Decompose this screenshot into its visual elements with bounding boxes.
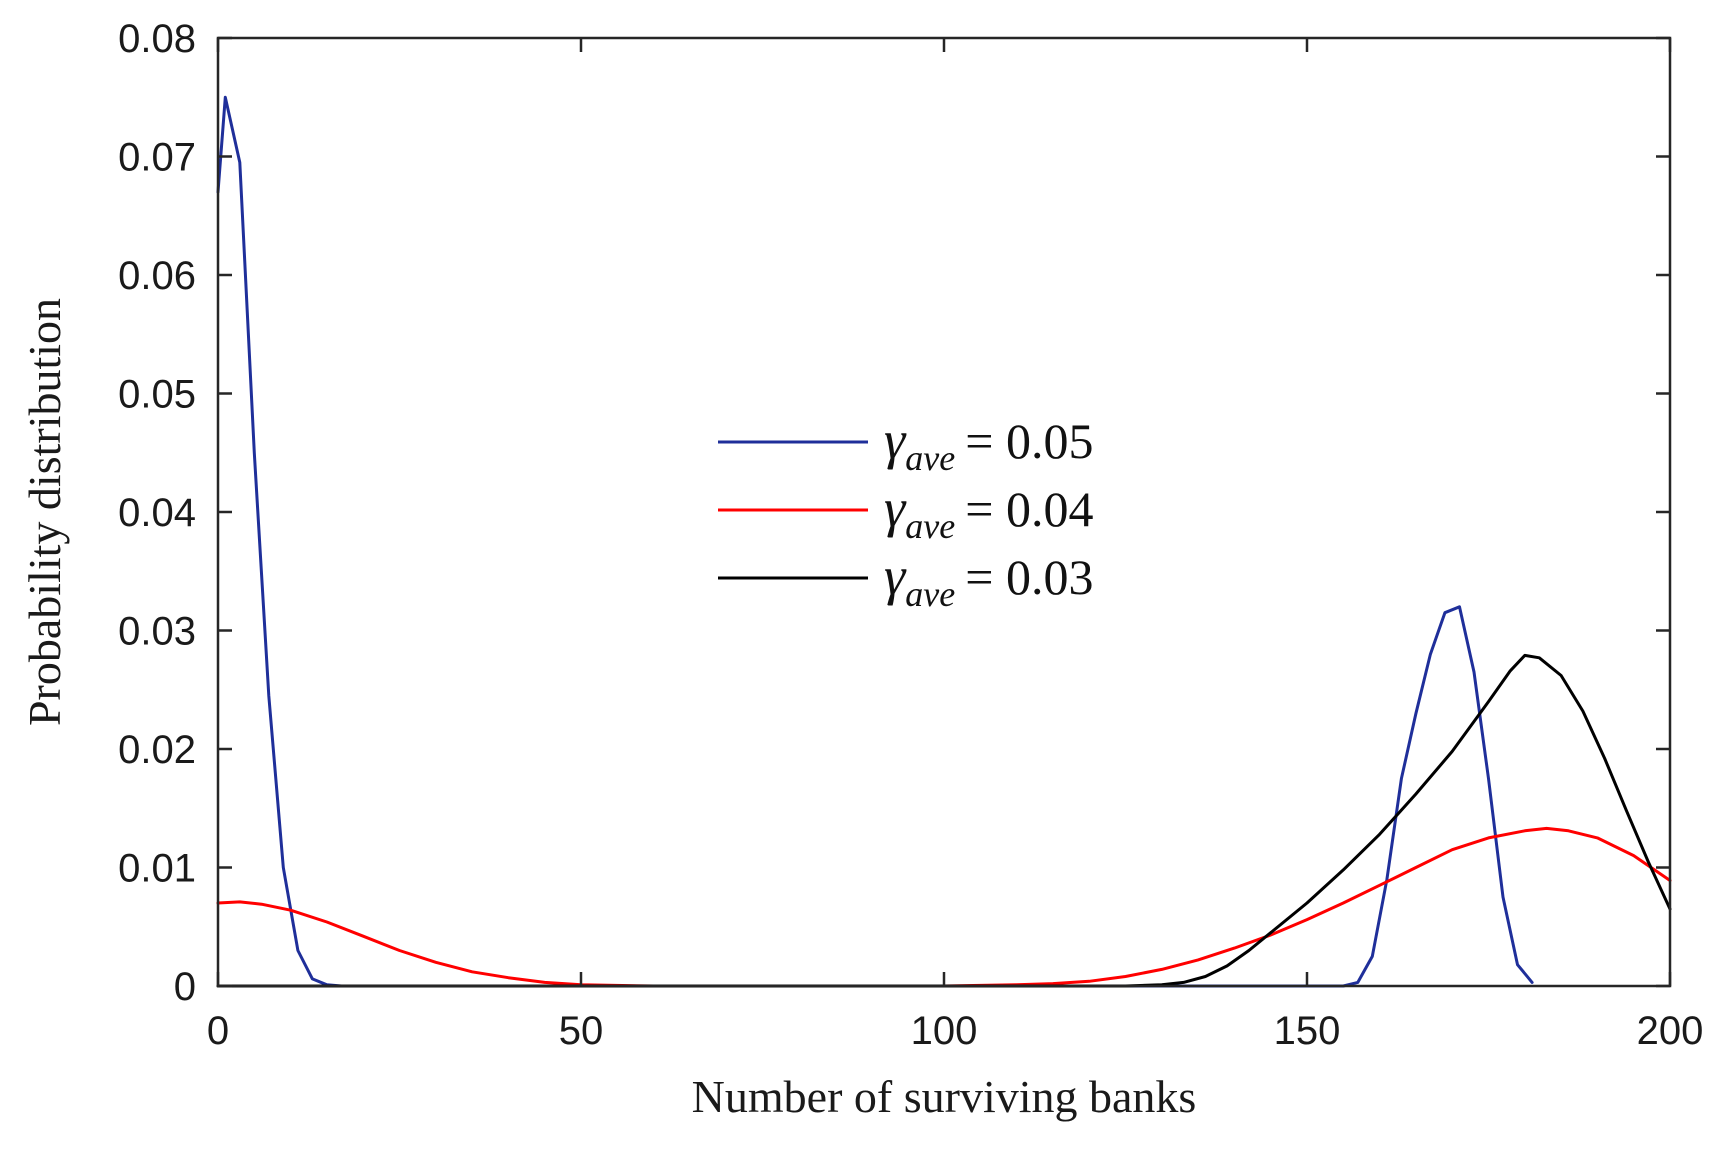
legend-label-0: γave = 0.05 <box>884 410 1093 478</box>
y-tick-label: 0.07 <box>118 136 196 180</box>
legend-subscript-1: ave <box>905 506 955 546</box>
x-axis-title: Number of surviving banks <box>692 1071 1197 1122</box>
series-line-2 <box>216 653 1672 988</box>
y-tick-label: 0 <box>174 965 196 1009</box>
x-tick-label: 0 <box>207 1009 229 1053</box>
y-tick-label: 0.05 <box>118 373 196 417</box>
y-tick-label: 0.02 <box>118 728 196 772</box>
x-tick-label: 150 <box>1274 1009 1341 1053</box>
x-tick-label: 200 <box>1637 1009 1704 1053</box>
series-layer <box>216 95 1672 988</box>
legend-symbol-0: γ <box>884 410 907 470</box>
y-tick-label: 0.04 <box>118 491 196 535</box>
y-tick-label: 0.03 <box>118 610 196 654</box>
legend-subscript-2: ave <box>905 574 955 614</box>
y-tick-label: 0.06 <box>118 254 196 298</box>
y-tick-label: 0.01 <box>118 847 196 891</box>
legend-value-0: = 0.05 <box>965 413 1093 469</box>
y-tick-label: 0.08 <box>118 17 196 61</box>
plot-area <box>218 38 1670 986</box>
legend-value-1: = 0.04 <box>965 481 1093 537</box>
x-tick-label: 50 <box>559 1009 604 1053</box>
ticks-layer: 0 50 100 150 200 0 0.01 0.02 0.03 0.04 0.05 0.06 0.0… <box>118 17 1703 1053</box>
legend-symbol-2: γ <box>884 546 907 606</box>
y-axis-title: Probability distribution <box>19 298 70 726</box>
legend-label-2: γave = 0.03 <box>884 546 1093 614</box>
x-tick-label: 100 <box>911 1009 978 1053</box>
series-line-1 <box>216 826 1672 988</box>
legend-symbol-1: γ <box>884 478 907 538</box>
legend-subscript-0: ave <box>905 438 955 478</box>
legend: γave = 0.05 γave = 0.04 γave = 0.03 <box>718 410 1093 614</box>
legend-value-2: = 0.03 <box>965 549 1093 605</box>
legend-label-1: γave = 0.04 <box>884 478 1093 546</box>
series-line-0 <box>216 95 1534 988</box>
